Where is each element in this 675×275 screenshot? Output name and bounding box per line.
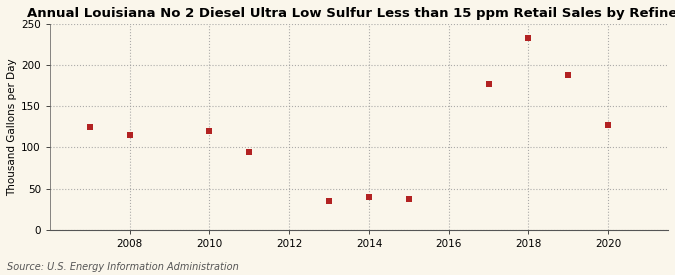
Point <box>84 125 95 129</box>
Point <box>364 195 375 199</box>
Point <box>323 199 334 203</box>
Y-axis label: Thousand Gallons per Day: Thousand Gallons per Day <box>7 58 17 196</box>
Point <box>523 36 534 40</box>
Point <box>563 73 574 77</box>
Point <box>124 133 135 137</box>
Point <box>204 129 215 133</box>
Point <box>404 197 414 202</box>
Point <box>603 123 614 127</box>
Title: Annual Louisiana No 2 Diesel Ultra Low Sulfur Less than 15 ppm Retail Sales by R: Annual Louisiana No 2 Diesel Ultra Low S… <box>26 7 675 20</box>
Text: Source: U.S. Energy Information Administration: Source: U.S. Energy Information Administ… <box>7 262 238 272</box>
Point <box>244 149 254 154</box>
Point <box>483 82 494 86</box>
